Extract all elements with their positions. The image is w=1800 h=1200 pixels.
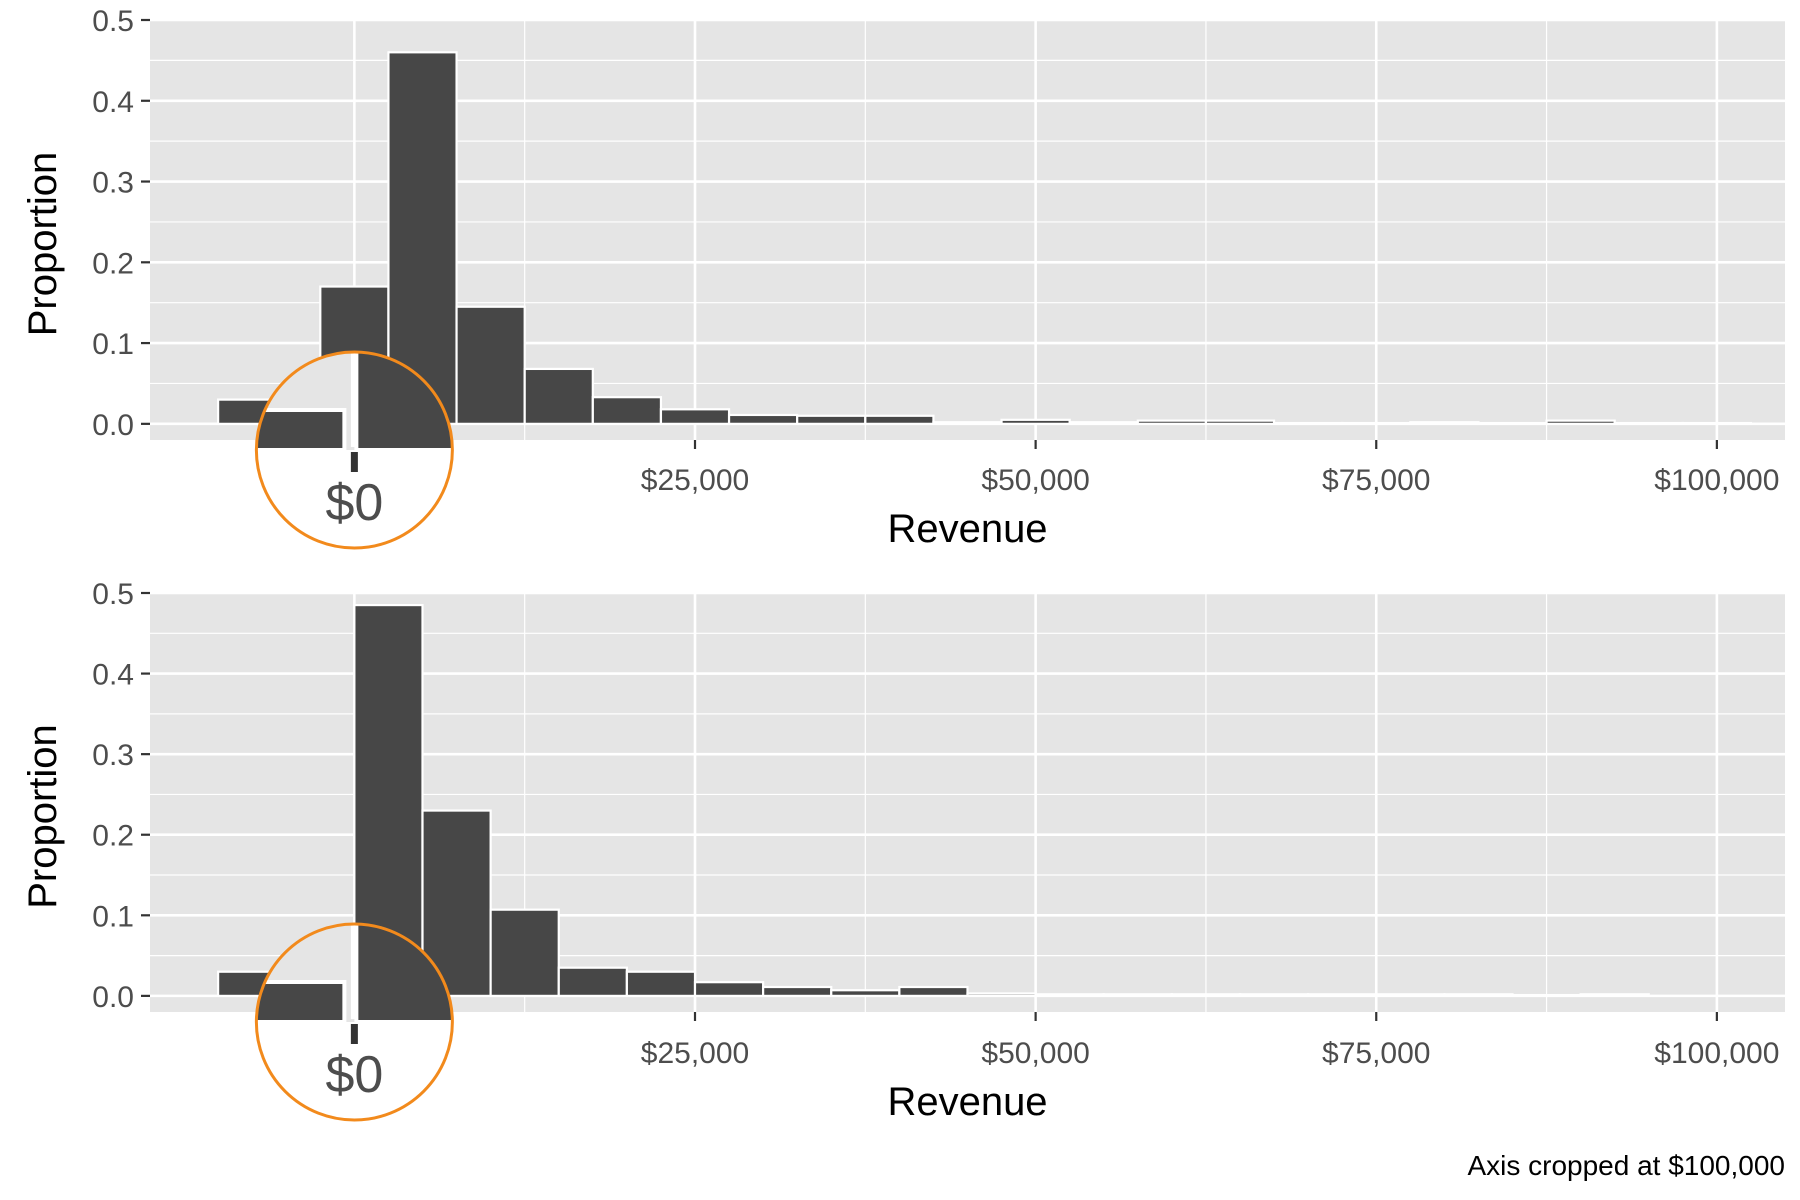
chart-caption: Axis cropped at $100,000	[1467, 1150, 1785, 1181]
x-tick-label: $75,000	[1322, 1037, 1430, 1070]
histogram-bar	[523, 367, 594, 425]
histogram-bar	[1681, 421, 1753, 425]
histogram-bar	[830, 989, 901, 997]
histogram-bar	[762, 985, 833, 997]
histogram-bar	[1102, 993, 1173, 997]
histogram-bar	[1136, 419, 1208, 425]
histogram-bar	[1545, 419, 1616, 425]
histogram-panel-top: 0.0 0.1 0.2 0.3 0.4 0.5 $25,000 $50,000 $75,000 $…	[21, 5, 1785, 551]
x-tick-label: $50,000	[981, 1037, 1089, 1070]
histogram-bar	[659, 408, 731, 425]
histogram-bar	[796, 414, 867, 425]
y-tick-label: 0.5	[92, 5, 134, 38]
x-axis-title: Revenue	[887, 507, 1047, 551]
x-tick-label: $75,000	[1322, 464, 1430, 497]
histogram-panel-bottom: 0.0 0.1 0.2 0.3 0.4 0.5 $25,000 $50,000 $75,000 $…	[21, 578, 1785, 1124]
histogram-bar	[1034, 993, 1105, 997]
histogram-bar	[557, 966, 628, 997]
histogram-bar	[1000, 418, 1071, 425]
y-tick-label: 0.2	[92, 820, 134, 853]
zoom-tick-label: $0	[325, 474, 383, 532]
y-tick-label: 0.4	[92, 659, 134, 692]
histogram-bar	[1238, 993, 1310, 997]
histogram-bar	[1477, 421, 1548, 425]
histogram-bar	[1204, 419, 1276, 425]
histogram-bar	[966, 992, 1037, 997]
x-tick-label: $50,000	[981, 464, 1089, 497]
histogram-bar	[1579, 993, 1650, 997]
histogram-bar	[1170, 993, 1242, 997]
x-tick-label: $100,000	[1654, 464, 1779, 497]
y-tick-label: 0.1	[92, 328, 134, 361]
y-tick-label: 0.3	[92, 167, 134, 200]
x-axis-title: Revenue	[887, 1080, 1047, 1124]
y-axis-title: Proportion	[21, 724, 65, 909]
y-tick-label: 0.5	[92, 578, 134, 611]
highlight-ring	[254, 922, 454, 1122]
y-axis-title: Proportion	[21, 152, 65, 337]
histogram-bar	[625, 970, 697, 997]
zero-highlight-circle: $0	[254, 922, 454, 1122]
histogram-bar	[693, 981, 765, 997]
zoom-tick-label: $0	[325, 1046, 383, 1104]
histogram-bar	[1375, 993, 1446, 997]
zoom-bar	[256, 408, 347, 452]
highlight-ring	[254, 350, 454, 550]
histogram-bar	[455, 305, 526, 425]
histogram-bar	[591, 396, 663, 425]
zoom-bar	[256, 980, 347, 1024]
zoom-bar	[354, 924, 453, 1024]
histogram-bar	[1443, 993, 1514, 997]
histogram-bar	[932, 421, 1003, 425]
x-tick-label: $25,000	[641, 464, 749, 497]
y-tick-label: 0.1	[92, 900, 134, 933]
histogram-bar	[1613, 421, 1684, 425]
y-tick-label: 0.3	[92, 739, 134, 772]
histogram-bar	[1068, 421, 1139, 425]
x-tick-label: $25,000	[641, 1037, 749, 1070]
histogram-bar	[1409, 421, 1480, 425]
histogram-bar	[1341, 421, 1412, 425]
histogram-bar	[489, 908, 560, 997]
y-tick-label: 0.2	[92, 247, 134, 280]
histogram-bar	[727, 413, 799, 425]
histogram-bar	[864, 414, 935, 425]
y-tick-label: 0.0	[92, 981, 134, 1014]
histogram-bar	[898, 985, 969, 997]
y-tick-label: 0.4	[92, 86, 134, 119]
zero-highlight-circle: $0	[254, 350, 454, 550]
histogram-bar	[1511, 993, 1582, 997]
x-tick-label: $100,000	[1654, 1037, 1779, 1070]
histogram-bar	[1307, 993, 1378, 997]
y-tick-label: 0.0	[92, 409, 134, 442]
histogram-bar	[1272, 421, 1344, 425]
